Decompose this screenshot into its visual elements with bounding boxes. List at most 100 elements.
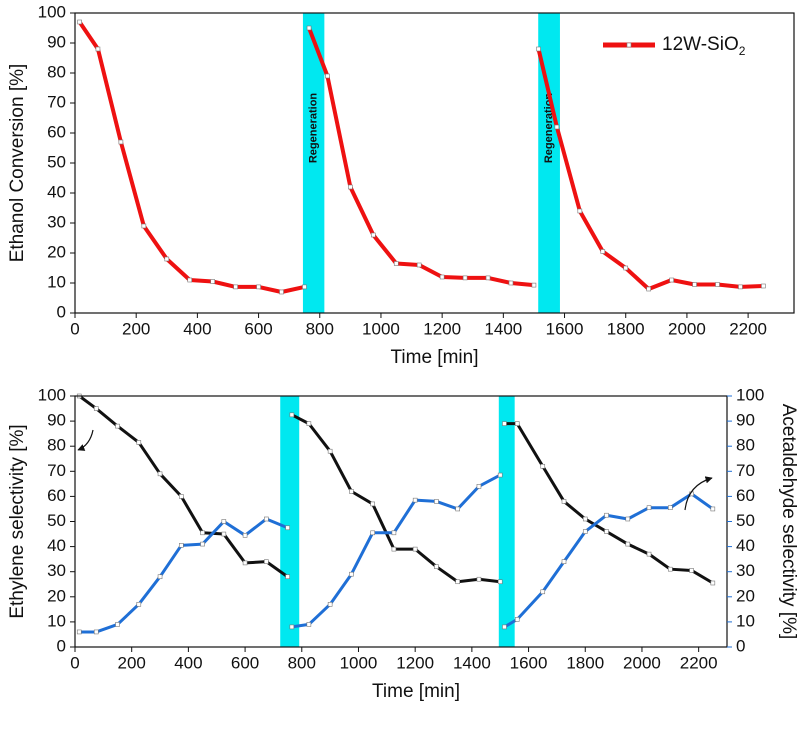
data-point	[710, 580, 716, 586]
x-tick-label: 2200	[680, 653, 718, 672]
data-point	[531, 282, 537, 288]
y-tick-label: 100	[38, 2, 66, 21]
x-axis-label: Time [min]	[391, 347, 479, 368]
data-point	[412, 546, 418, 552]
data-point	[179, 494, 184, 499]
data-point	[625, 541, 631, 547]
data-point	[187, 277, 193, 283]
x-tick-label: 1800	[566, 653, 604, 672]
y-tick-label: 40	[47, 536, 66, 555]
annotation-arrow	[77, 429, 94, 451]
data-point	[93, 629, 99, 635]
regeneration-band	[498, 396, 515, 647]
y-tick-label: 70	[47, 461, 66, 480]
data-point	[157, 471, 163, 477]
data-point	[497, 579, 503, 585]
data-point	[327, 448, 333, 454]
data-point	[136, 602, 142, 607]
x-tick-label: 1600	[546, 319, 584, 338]
series-line	[77, 20, 764, 294]
data-point	[485, 275, 491, 281]
data-point	[582, 529, 588, 534]
y-tick-label: 30	[47, 212, 66, 231]
data-point	[302, 284, 307, 290]
x-tick-label: 400	[174, 653, 202, 672]
data-point	[434, 499, 439, 504]
data-point	[604, 512, 609, 518]
data-point	[264, 516, 269, 522]
y-axis-label: Ethylene selectivity [%]	[7, 424, 28, 618]
data-point	[289, 624, 295, 630]
data-point	[349, 571, 354, 577]
data-point	[264, 559, 269, 564]
data-point	[623, 265, 629, 271]
y-tick-label: 50	[47, 152, 66, 171]
y-tick-label: 30	[47, 561, 66, 580]
x-tick-label: 0	[70, 319, 79, 338]
data-point	[233, 284, 238, 290]
x-tick-label: 800	[288, 653, 316, 672]
annotation-arrow	[684, 476, 713, 511]
data-point	[434, 564, 439, 569]
data-point	[514, 617, 520, 622]
data-point	[604, 529, 609, 534]
data-point	[118, 139, 124, 145]
y-tick-label: 80	[47, 62, 66, 81]
data-point	[412, 497, 418, 503]
data-point	[164, 256, 170, 262]
data-point	[210, 279, 215, 284]
x-tick-label: 2200	[729, 319, 767, 338]
x-tick-label: 1000	[340, 653, 378, 672]
x-tick-label: 1400	[484, 319, 522, 338]
data-point	[536, 46, 541, 52]
y-tick-label: 0	[57, 302, 66, 321]
data-point	[279, 289, 284, 295]
regeneration-band	[538, 13, 560, 313]
y2-tick-label: 10	[736, 611, 755, 630]
data-point	[391, 530, 397, 536]
data-point	[141, 223, 147, 229]
data-point	[115, 622, 120, 627]
data-point	[646, 505, 652, 510]
data-point	[115, 423, 120, 429]
data-point	[476, 576, 482, 582]
data-point	[391, 546, 397, 552]
data-point	[561, 499, 567, 504]
data-point	[502, 624, 507, 630]
data-point	[476, 484, 482, 489]
x-tick-label: 0	[70, 653, 79, 672]
y-tick-label: 70	[47, 92, 66, 111]
y-tick-label: 10	[47, 272, 66, 291]
data-point	[370, 530, 375, 536]
data-point	[306, 421, 312, 426]
y-tick-label: 100	[38, 385, 66, 404]
x-tick-label: 400	[183, 319, 211, 338]
x-tick-label: 1400	[453, 653, 491, 672]
data-point	[689, 568, 694, 573]
y-tick-label: 60	[47, 122, 66, 141]
x-tick-label: 1200	[423, 319, 461, 338]
x-tick-label: 1200	[396, 653, 434, 672]
data-point	[646, 286, 651, 292]
data-point	[439, 274, 445, 280]
data-point	[508, 280, 514, 286]
data-point	[416, 262, 422, 268]
data-point	[455, 579, 460, 585]
y-tick-label: 40	[47, 182, 66, 201]
data-point	[348, 184, 353, 190]
data-point	[715, 282, 720, 287]
data-point	[646, 551, 652, 557]
data-point	[540, 589, 546, 595]
data-point	[625, 516, 631, 522]
data-point	[710, 506, 716, 512]
data-point	[540, 463, 546, 469]
data-point	[577, 208, 583, 214]
data-point	[221, 519, 227, 524]
region-label: Regeneration	[308, 93, 320, 164]
legend-label: 12W-SiO2	[662, 34, 746, 58]
y2-tick-label: 60	[736, 486, 755, 505]
x-tick-label: 2000	[668, 319, 706, 338]
data-point	[761, 283, 766, 289]
data-point	[93, 406, 99, 411]
